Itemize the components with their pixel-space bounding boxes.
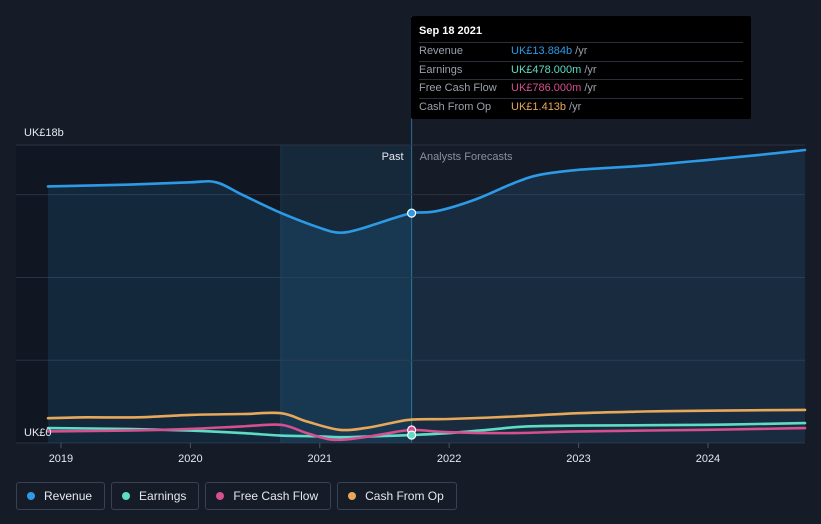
tooltip-row-name: Revenue bbox=[419, 45, 464, 57]
tooltip-row-unit: /yr bbox=[584, 63, 597, 76]
cfo-line bbox=[46, 408, 807, 432]
legend-item-free-cash-flow[interactable]: Free Cash Flow bbox=[205, 482, 332, 510]
y-axis-max-label: UK£18b bbox=[24, 127, 64, 139]
x-tick-label: 2024 bbox=[696, 453, 720, 465]
tooltip-row-value: UK£1.413b bbox=[511, 100, 567, 113]
x-tick-label: 2019 bbox=[49, 453, 73, 465]
tooltip-row-name: Earnings bbox=[419, 63, 463, 76]
tooltip-row-unit: /yr bbox=[584, 82, 597, 94]
legend-item-revenue[interactable]: Revenue bbox=[16, 482, 106, 510]
legend-label: Earnings bbox=[139, 489, 187, 503]
revenue-area bbox=[48, 150, 805, 443]
tooltip-row-name: Cash From Op bbox=[419, 100, 492, 113]
tooltip-row: Earnings UK£478.000m/yr bbox=[419, 60, 743, 80]
tooltip-row-name: Free Cash Flow bbox=[419, 82, 497, 94]
tooltip-row-unit: /yr bbox=[569, 100, 582, 113]
legend-item-earnings[interactable]: Earnings bbox=[111, 482, 200, 510]
legend-dot-icon bbox=[216, 492, 225, 500]
tooltip-row-unit: /yr bbox=[575, 45, 588, 57]
tooltip-row-value: UK£13.884b bbox=[511, 45, 573, 57]
past-label: Past bbox=[382, 151, 404, 163]
legend-dot-icon bbox=[122, 492, 131, 500]
legend-label: Free Cash Flow bbox=[233, 489, 319, 503]
hover-tooltip: Sep 18 2021 Revenue UK£13.884b/yr Earnings… bbox=[411, 16, 751, 119]
revenue-marker bbox=[407, 208, 417, 218]
fcf-line bbox=[46, 423, 807, 442]
tooltip-row: Revenue UK£13.884b/yr bbox=[419, 42, 743, 61]
chart-legend: Revenue Earnings Free Cash Flow Cash From O… bbox=[16, 482, 457, 510]
y-axis-zero-label: UK£0 bbox=[24, 427, 52, 439]
forecast-label: Analysts Forecasts bbox=[420, 151, 513, 163]
x-tick-label: 2021 bbox=[308, 453, 332, 465]
x-tick-label: 2023 bbox=[566, 453, 590, 465]
legend-dot-icon bbox=[348, 492, 357, 500]
legend-label: Revenue bbox=[44, 489, 93, 503]
tooltip-row-value: UK£478.000m bbox=[511, 63, 582, 76]
legend-item-cash-from-op[interactable]: Cash From Op bbox=[337, 482, 457, 510]
tooltip-row-value: UK£786.000m bbox=[511, 82, 582, 94]
revenue-line bbox=[46, 148, 807, 235]
tooltip-row: Free Cash Flow UK£786.000m/yr bbox=[419, 79, 743, 98]
x-tick-label: 2020 bbox=[178, 453, 202, 465]
x-tick-label: 2022 bbox=[437, 453, 461, 465]
legend-label: Cash From Op bbox=[365, 489, 444, 503]
tooltip-date: Sep 18 2021 bbox=[419, 25, 482, 37]
earnings-marker bbox=[407, 430, 417, 440]
tooltip-row: Cash From Op UK£1.413b/yr bbox=[419, 97, 743, 117]
legend-dot-icon bbox=[27, 492, 35, 500]
